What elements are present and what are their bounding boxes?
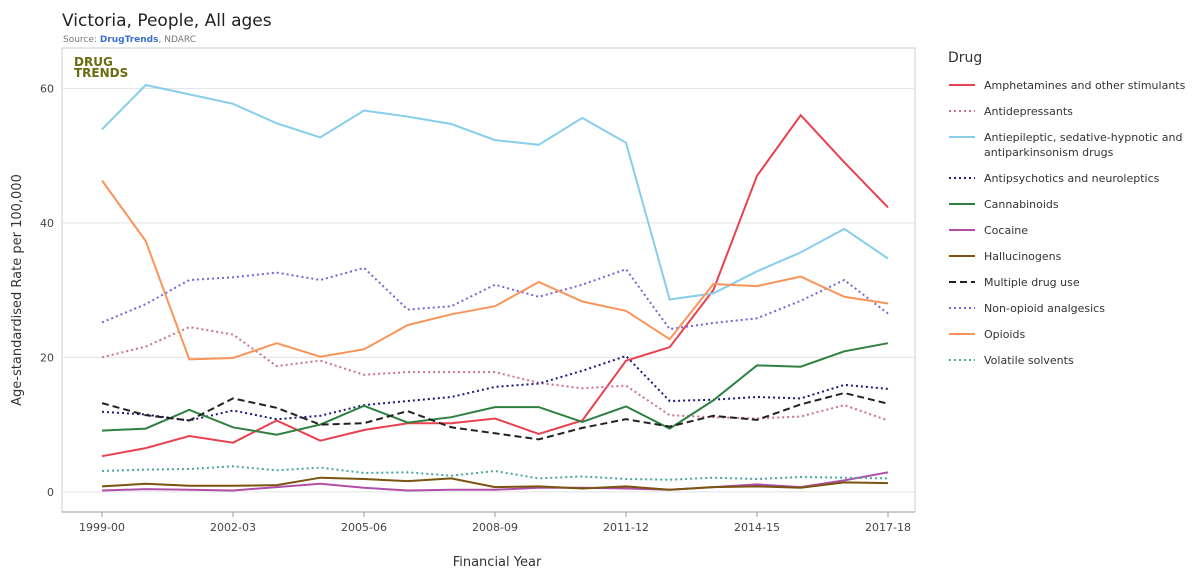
chart-title: Victoria, People, All ages [62,11,272,31]
logo-line: TRENDS [74,66,128,80]
y-tick-label: 40 [40,217,54,230]
legend-item[interactable]: Hallucinogens [948,249,1198,264]
series-line [101,465,889,481]
series-line [101,179,889,361]
series-line [101,326,889,422]
legend-swatch [949,281,975,283]
series-line [101,471,889,492]
x-tick-label: 2011-12 [603,521,649,534]
series-line [101,266,889,331]
x-tick-label: 2017-18 [865,521,911,534]
source-rest: , NDARC [159,35,196,45]
source: Source: DrugTrends, NDARC [63,35,196,45]
legend-title: Drug [948,50,983,66]
legend-swatch [949,136,975,138]
legend-label: Cannabinoids [984,198,1059,211]
legend-swatch [949,333,975,335]
legend-item[interactable]: Opioids [948,327,1198,342]
x-tick-label: 2002-03 [210,521,256,534]
legend-swatch [949,359,975,361]
legend-item[interactable]: Amphetamines and other stimulants [948,78,1198,93]
series-line [101,342,889,436]
legend-swatch [949,203,975,205]
chart: Victoria, People, All ages Source: DrugT… [10,11,916,570]
legend-item[interactable]: Non-opioid analgesics [948,301,1198,316]
legend-item[interactable]: Volatile solvents [948,353,1198,368]
series-line [101,113,889,458]
legend-label: Antipsychotics and neuroleptics [984,172,1160,185]
y-tick-label: 60 [40,82,54,95]
series-line [101,391,889,441]
legend-label: Antidepressants [984,105,1073,118]
x-tick-label: 2008-09 [472,521,518,534]
y-axis-title: Age-standardised Rate per 100,000 [10,174,25,406]
legend: Drug Amphetamines and other stimulants An… [948,50,1198,379]
legend-item[interactable]: Antipsychotics and neuroleptics [948,171,1198,186]
legend-item[interactable]: Antiepileptic, sedative-hypnotic and ant… [948,130,1198,160]
y-tick-label: 20 [40,351,54,364]
legend-label: Hallucinogens [984,250,1062,263]
source-prefix: Source: [63,35,97,45]
legend-item[interactable]: Cocaine [948,223,1198,238]
x-tick-label: 1999-00 [79,521,125,534]
series-line [101,83,889,301]
x-axis-title: Financial Year [453,555,542,570]
legend-label: Antiepileptic, sedative-hypnotic and ant… [984,131,1183,159]
legend-swatch [949,307,975,309]
legend-swatch [949,255,975,257]
x-tick-label: 2005-06 [341,521,387,534]
legend-label: Volatile solvents [984,354,1074,367]
legend-swatch [949,84,975,86]
series-line [101,476,889,491]
legend-label: Cocaine [984,224,1028,237]
source-link[interactable]: DrugTrends [100,35,159,45]
legend-swatch [949,229,975,231]
x-tick-label: 2014-15 [734,521,780,534]
legend-item[interactable]: Antidepressants [948,104,1198,119]
legend-swatch [949,110,975,112]
legend-item[interactable]: Multiple drug use [948,275,1198,290]
legend-swatch [949,177,975,179]
legend-label: Multiple drug use [984,276,1080,289]
legend-item[interactable]: Cannabinoids [948,197,1198,212]
legend-label: Non-opioid analgesics [984,302,1105,315]
y-tick-label: 0 [47,486,54,499]
logo-line: DRUG [74,55,113,69]
legend-label: Amphetamines and other stimulants [984,79,1186,92]
legend-label: Opioids [984,328,1026,341]
